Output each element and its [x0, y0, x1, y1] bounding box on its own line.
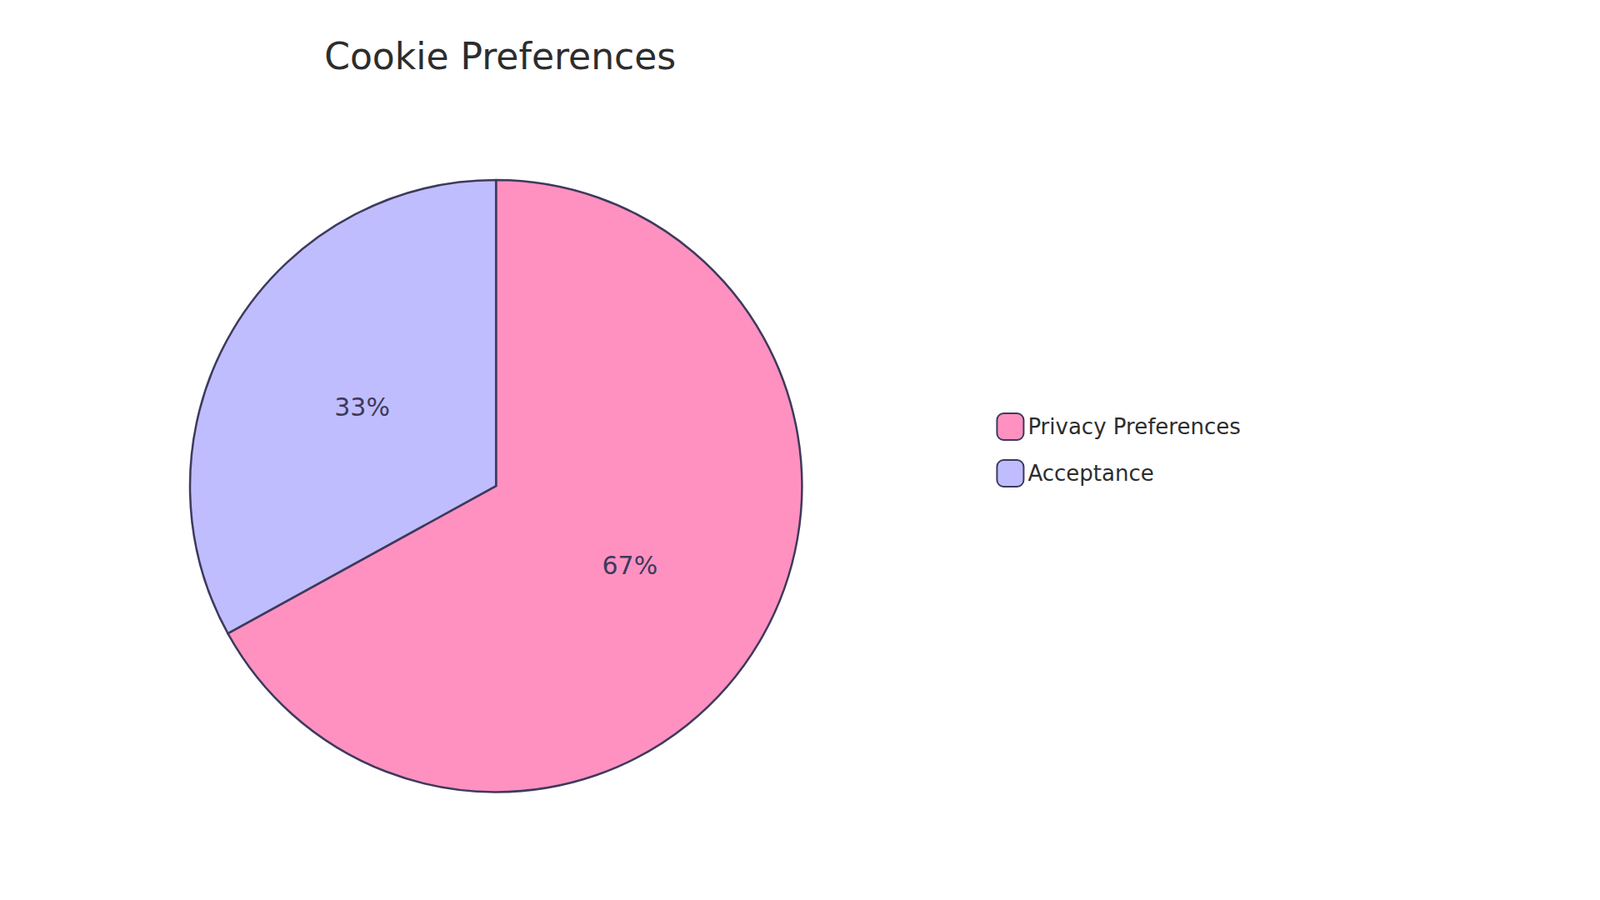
svg-text:33%: 33% — [334, 392, 390, 422]
svg-text:67%: 67% — [601, 550, 658, 580]
svg-text:Privacy Preferences: Privacy Preferences — [1027, 414, 1240, 440]
svg-text:Cookie Preferences: Cookie Preferences — [324, 35, 676, 78]
svg-text:Acceptance: Acceptance — [1027, 460, 1154, 486]
